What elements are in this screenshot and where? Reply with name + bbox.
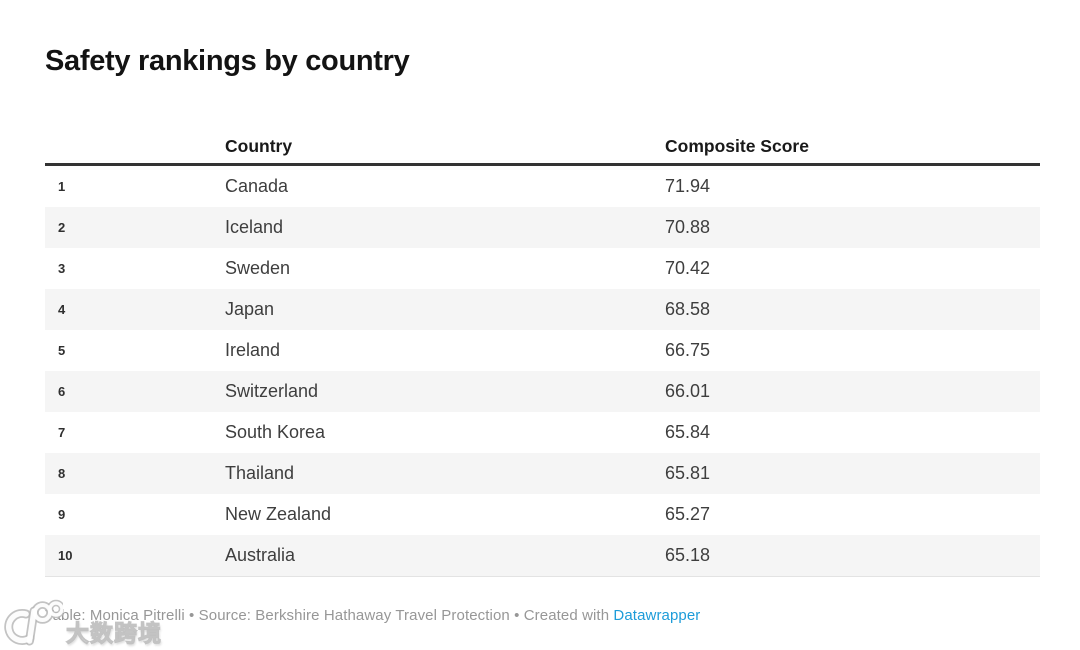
rank-cell: 5 — [58, 343, 66, 358]
score-cell: 65.18 — [665, 545, 711, 565]
rank-cell: 9 — [58, 507, 66, 522]
country-cell: Canada — [225, 176, 289, 196]
page-title: Safety rankings by country — [45, 45, 410, 77]
rank-cell: 8 — [58, 466, 66, 481]
table-row: 7 South Korea 65.84 — [45, 412, 1040, 453]
table-row: 5 Ireland 66.75 — [45, 330, 1040, 371]
score-cell: 66.01 — [665, 381, 711, 401]
table-row: 8 Thailand 65.81 — [45, 453, 1040, 494]
country-cell: Japan — [225, 299, 275, 319]
score-cell: 66.75 — [665, 340, 711, 360]
rank-cell: 7 — [58, 425, 66, 440]
table-header-row: Country Composite Score — [45, 129, 1040, 166]
country-cell: New Zealand — [225, 504, 332, 524]
country-column-header: Country — [225, 135, 293, 156]
rank-cell: 6 — [58, 384, 66, 399]
country-cell: Iceland — [225, 217, 284, 237]
footer-credit-text: Table: Monica Pitrelli • Source: Berkshi… — [45, 607, 614, 624]
table-row: 4 Japan 68.58 — [45, 289, 1040, 330]
table-row: 9 New Zealand 65.27 — [45, 494, 1040, 535]
country-cell: Sweden — [225, 258, 291, 278]
country-cell: Thailand — [225, 463, 295, 483]
rank-cell: 2 — [58, 220, 66, 235]
table-row: 10 Australia 65.18 — [45, 535, 1040, 576]
table-row: 3 Sweden 70.42 — [45, 248, 1040, 289]
score-cell: 70.42 — [665, 258, 711, 278]
datawrapper-link[interactable]: Datawrapper — [613, 607, 701, 624]
country-cell: Switzerland — [225, 381, 319, 401]
rank-cell: 4 — [58, 302, 66, 317]
rank-cell: 10 — [58, 548, 73, 563]
rank-cell: 1 — [58, 179, 66, 194]
rank-cell: 3 — [58, 261, 66, 276]
score-cell: 68.58 — [665, 299, 711, 319]
score-column-header: Composite Score — [665, 135, 809, 156]
country-cell: Ireland — [225, 340, 281, 360]
table-row: 6 Switzerland 66.01 — [45, 371, 1040, 412]
rankings-table: Country Composite Score 1 Canada 71.94 2… — [45, 129, 1040, 577]
watermark-text: 大数跨境 — [66, 620, 162, 646]
score-cell: 70.88 — [665, 217, 711, 237]
table-row: 1 Canada 71.94 — [45, 166, 1040, 207]
score-cell: 65.81 — [665, 463, 711, 483]
footer-credit: Table: Monica Pitrelli • Source: Berkshi… — [45, 607, 700, 624]
table-body: 1 Canada 71.94 2 Iceland 70.88 3 Sweden … — [45, 166, 1040, 577]
score-cell: 65.27 — [665, 504, 711, 524]
country-cell: Australia — [225, 545, 296, 565]
score-cell: 65.84 — [665, 422, 711, 442]
country-cell: South Korea — [225, 422, 326, 442]
score-cell: 71.94 — [665, 176, 711, 196]
table-row: 2 Iceland 70.88 — [45, 207, 1040, 248]
